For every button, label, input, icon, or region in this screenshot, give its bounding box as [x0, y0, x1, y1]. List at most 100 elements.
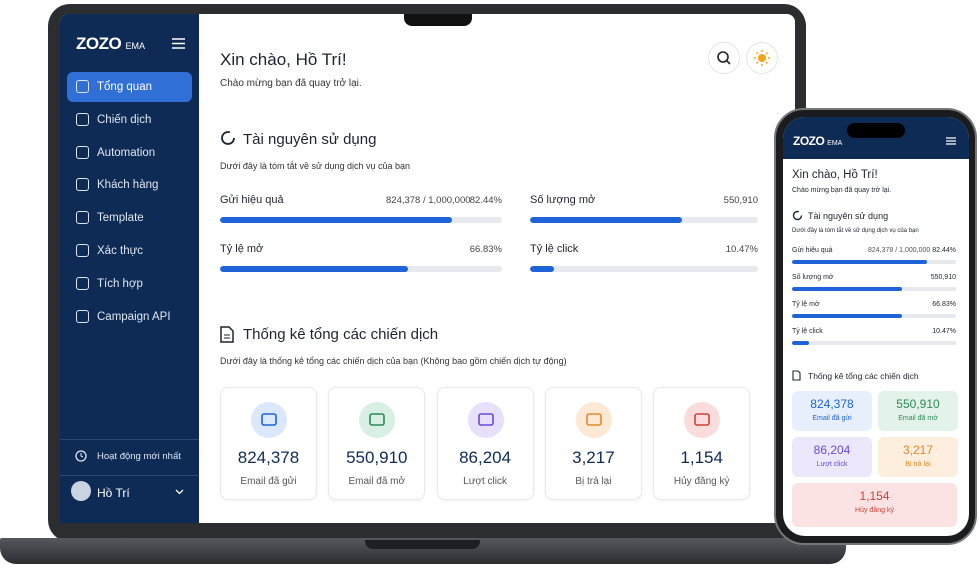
stat-card: 3,217 Bị trả lại	[544, 387, 642, 500]
doc-icon	[220, 326, 234, 343]
dynamic-island	[847, 123, 905, 138]
phone-stat-card: 1,154 Hủy đăng ký	[792, 483, 957, 527]
campaigns-description: Dưới đây là thống kê tổng các chiến dịch…	[220, 356, 567, 366]
nav-item[interactable]: Chiến dịch	[67, 105, 192, 135]
nav-item[interactable]: Automation	[67, 138, 192, 168]
phone-stat-card: 3,217 Bị trả lại	[878, 437, 958, 477]
usage-description: Dưới đây là tóm tắt về sử dụng dịch vụ c…	[220, 161, 411, 171]
stat-label: Lượt click	[463, 476, 507, 487]
phone-stat-card: 824,378 Email đã gửi	[792, 391, 872, 431]
stat-value: 3,217	[572, 448, 615, 467]
brand-suffix: EMA	[125, 41, 145, 51]
progress-fill	[792, 260, 928, 264]
stat-value: 1,154	[680, 448, 723, 467]
metric-value: 550,910	[930, 274, 956, 281]
camera-notch	[404, 14, 472, 26]
metric-value: 66.83%	[932, 301, 956, 308]
progress-fill	[220, 217, 453, 223]
laptop-screen: ZOZO EMA Tổng quan Chiến dịch Automation Kh…	[60, 14, 795, 523]
stat-glyph	[586, 413, 602, 426]
nav-item[interactable]: Khách hàng	[67, 170, 192, 200]
nav-icon	[76, 244, 89, 257]
metric-value: 550,910	[723, 195, 758, 206]
stat-glyph	[477, 413, 494, 426]
stat-icon	[251, 402, 287, 438]
search-button[interactable]	[708, 42, 740, 74]
progress-track	[530, 266, 758, 272]
doc-icon	[792, 370, 801, 381]
stat-card: 824,378 Email đã gửi	[220, 387, 317, 500]
progress-track	[792, 341, 956, 345]
avatar	[71, 481, 91, 501]
stat-value: 550,910	[896, 397, 940, 411]
metric-label: Tỷ lệ click	[530, 243, 579, 255]
phone-menu[interactable]	[946, 137, 956, 145]
progress-track	[792, 260, 956, 264]
recent-activity[interactable]: Hoạt động mới nhất	[97, 451, 181, 462]
phone-usage-title: Tài nguyên sử dụng	[808, 211, 889, 221]
stat-label: Email đã gửi	[812, 415, 852, 422]
user-name[interactable]: Hồ Trí	[97, 486, 130, 500]
stat-icon	[575, 402, 612, 438]
phone-subtitle: Chào mừng bạn đã quay trở lại.	[792, 187, 892, 194]
progress-track	[530, 217, 758, 223]
nav-item[interactable]: Template	[67, 203, 192, 233]
stat-value: 86,204	[459, 448, 512, 467]
phone-stat-card: 550,910 Email đã mở	[878, 391, 958, 431]
progress-fill	[530, 217, 683, 223]
brand-suffix: EMA	[827, 140, 843, 147]
brand-name: ZOZO	[793, 134, 825, 148]
metric-label: Số lượng mở	[792, 274, 834, 281]
stat-label: Email đã mở	[898, 415, 938, 422]
chevron[interactable]	[175, 489, 184, 495]
nav-item[interactable]: Tích hợp	[67, 269, 192, 299]
metric-value: 10.47%	[932, 328, 956, 335]
stat-value: 550,910	[346, 448, 408, 467]
phone-usage-description: Dưới đây là tóm tắt về sử dụng dịch vụ c…	[792, 228, 919, 234]
stat-label: Hủy đăng ký	[673, 476, 730, 487]
phone-stat-card: 86,204 Lượt click	[792, 437, 872, 477]
laptop-groove	[365, 540, 480, 549]
stat-icon	[684, 402, 721, 438]
stat-label: Bị trả lại	[575, 476, 612, 487]
progress-fill	[792, 314, 902, 318]
metric-label: Gửi hiệu quả	[220, 194, 284, 206]
menu-icon[interactable]	[172, 38, 185, 49]
greeting: Xin chào, Hồ Trí!	[220, 50, 347, 69]
nav-item[interactable]: Campaign API	[67, 302, 192, 332]
campaigns-title: Thống kê tổng các chiến dịch	[243, 326, 439, 343]
stat-icon	[467, 402, 504, 438]
stat-label: Lượt click	[816, 461, 848, 468]
nav-item[interactable]: Tổng quan	[67, 72, 192, 102]
metric-label: Tỷ lệ mở	[792, 301, 820, 308]
nav-item[interactable]: Xác thực	[67, 236, 192, 266]
stat-value: 824,378	[237, 448, 300, 467]
stat-icon	[359, 402, 396, 438]
phone-campaigns-title: Thống kê tổng các chiến dịch	[808, 371, 919, 381]
phone-greeting: Xin chào, Hồ Trí!	[792, 169, 878, 181]
usage-icon	[221, 131, 235, 145]
metric-value: 10.47%	[725, 244, 758, 255]
progress-track	[792, 287, 956, 291]
metric-label: Gửi hiệu quả	[792, 247, 833, 254]
nav-icon	[76, 112, 89, 126]
nav-icon	[76, 80, 89, 93]
metric-detail: 824,378 / 1,000,000	[386, 195, 471, 206]
subtitle: Chào mừng bạn đã quay trở lại.	[220, 78, 362, 89]
progress-fill	[792, 287, 902, 291]
progress-fill	[220, 266, 409, 272]
stat-glyph	[261, 413, 277, 426]
theme-button[interactable]	[746, 42, 778, 74]
stat-card: 550,910 Email đã mở	[328, 387, 426, 500]
brand-name: ZOZO	[76, 34, 122, 53]
stat-card: 86,204 Lượt click	[436, 387, 534, 500]
metric-label: Tỷ lệ mở	[220, 243, 264, 255]
usage-title: Tài nguyên sử dụng	[243, 131, 377, 148]
stat-glyph	[694, 413, 710, 426]
stat-label: Hủy đăng ký	[855, 507, 894, 514]
nav-icon	[76, 145, 89, 159]
phone-screen: ZOZO EMA Xin chào, Hồ Trí! Chào mừng bạn…	[783, 117, 969, 536]
history-icon	[75, 450, 87, 462]
divider	[60, 475, 199, 476]
